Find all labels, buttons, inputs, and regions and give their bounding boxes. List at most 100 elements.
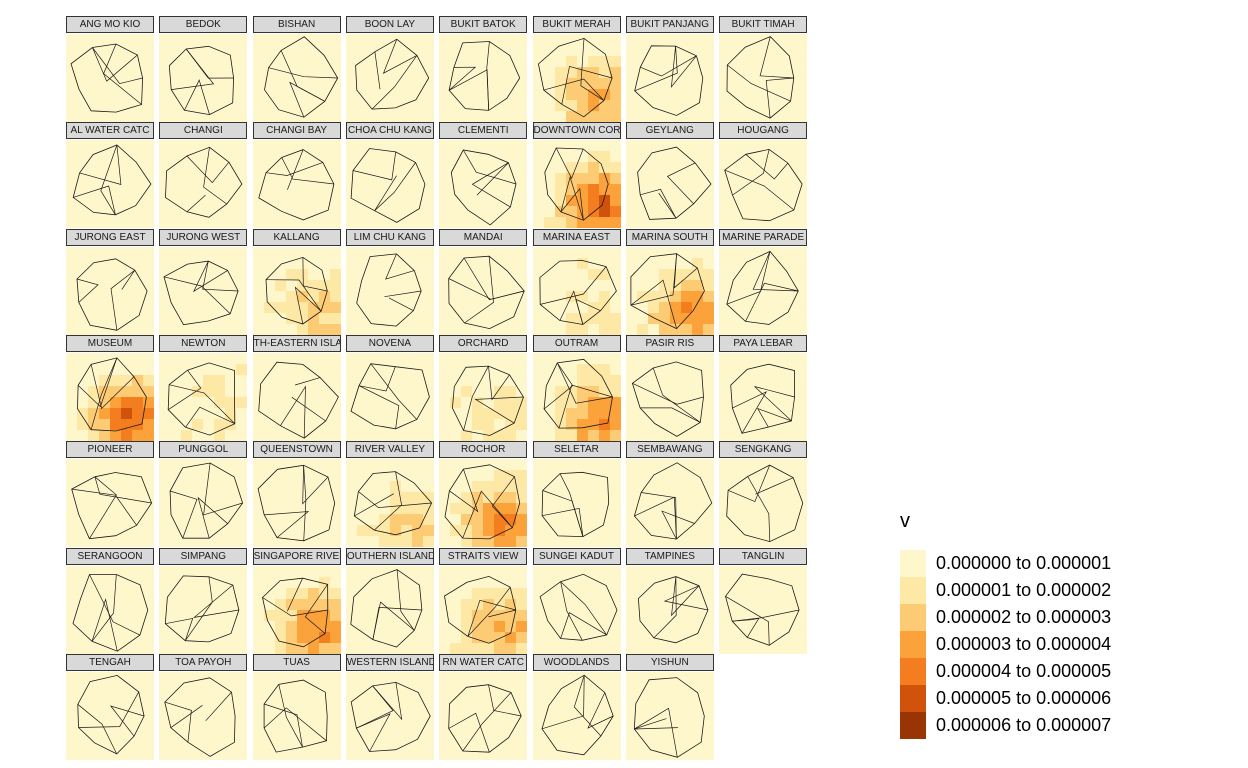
choropleth-map xyxy=(252,34,341,122)
density-cell xyxy=(576,162,588,174)
density-cell xyxy=(274,671,286,684)
density-cell xyxy=(472,312,484,324)
density-cell xyxy=(587,704,599,717)
density-cell xyxy=(192,470,204,482)
density-cell xyxy=(170,162,182,174)
density-cell xyxy=(181,56,193,68)
density-cell xyxy=(554,715,566,728)
density-cell xyxy=(274,323,286,335)
density-cell xyxy=(356,748,369,760)
density-cell xyxy=(378,609,391,621)
density-cell xyxy=(132,45,144,57)
density-cell xyxy=(318,45,330,57)
density-cell xyxy=(411,407,424,420)
density-cell xyxy=(225,565,237,577)
density-cell xyxy=(367,576,380,588)
density-cell xyxy=(236,290,248,302)
density-cell xyxy=(121,429,133,441)
density-cell xyxy=(181,737,193,750)
facet-strip-label: STRAITS VIEW xyxy=(439,547,528,565)
density-cell xyxy=(170,459,182,471)
density-cell xyxy=(110,609,122,621)
density-cell xyxy=(702,407,714,420)
density-cell xyxy=(625,514,638,526)
density-cell xyxy=(719,407,731,420)
density-cell xyxy=(225,609,237,621)
area-boundary xyxy=(164,677,236,757)
facet-strip-label: BOON LAY xyxy=(345,16,434,33)
density-cell xyxy=(636,312,649,324)
density-cell xyxy=(669,100,682,112)
density-cell xyxy=(411,737,424,750)
density-cell xyxy=(636,715,649,728)
density-cell xyxy=(170,576,182,588)
density-cell xyxy=(307,56,319,68)
density-cell xyxy=(565,140,577,152)
density-cell xyxy=(88,620,100,632)
density-cell xyxy=(389,704,402,717)
density-cell xyxy=(110,726,122,739)
density-cell xyxy=(565,704,577,717)
density-cell xyxy=(796,312,808,324)
density-cell xyxy=(329,620,341,632)
density-cell xyxy=(159,363,171,376)
subzone-boundary xyxy=(673,253,698,289)
density-cell xyxy=(543,217,555,229)
subzone-boundary xyxy=(91,597,118,651)
density-cell xyxy=(609,151,621,163)
density-cell xyxy=(565,609,577,621)
density-cell xyxy=(741,525,753,537)
density-cell xyxy=(329,217,341,229)
density-cell xyxy=(285,374,297,387)
density-cell xyxy=(598,748,610,760)
density-cell xyxy=(252,620,264,632)
density-cell xyxy=(669,396,682,409)
subzone-boundary xyxy=(372,682,403,721)
density-cell xyxy=(88,598,100,610)
density-cell xyxy=(121,748,133,760)
density-cell xyxy=(598,246,610,258)
density-cell xyxy=(450,576,462,588)
density-cell xyxy=(450,151,462,163)
density-cell xyxy=(422,268,434,280)
density-cell xyxy=(576,609,588,621)
density-cell xyxy=(367,363,380,376)
density-cell xyxy=(110,429,122,441)
density-cell xyxy=(143,352,154,365)
density-cell xyxy=(702,67,714,79)
facet-strip-label: SELETAR xyxy=(532,441,621,459)
density-cell xyxy=(576,642,588,654)
density-cell xyxy=(763,312,775,324)
density-cell xyxy=(505,151,517,163)
density-cell xyxy=(252,682,264,695)
density-cell xyxy=(236,470,248,482)
density-cell xyxy=(576,470,588,482)
density-cell xyxy=(367,301,380,313)
density-cell xyxy=(143,598,154,610)
density-cell xyxy=(461,704,473,717)
density-cell xyxy=(719,396,731,409)
density-cell xyxy=(669,268,682,280)
density-cell xyxy=(263,407,275,420)
density-cell xyxy=(181,173,193,185)
density-cell xyxy=(461,279,473,291)
density-cell xyxy=(763,89,775,101)
density-cell xyxy=(236,748,248,760)
density-cell xyxy=(658,682,671,695)
density-cell xyxy=(318,279,330,291)
density-cell xyxy=(329,536,341,548)
density-cell xyxy=(170,290,182,302)
density-cell xyxy=(483,671,495,684)
density-cell xyxy=(378,162,391,174)
density-cell xyxy=(543,609,555,621)
density-cell xyxy=(66,407,78,420)
density-cell xyxy=(658,184,671,196)
density-cell xyxy=(170,151,182,163)
density-cell xyxy=(99,173,111,185)
density-cell xyxy=(450,352,462,365)
density-cell xyxy=(691,140,704,152)
density-cell xyxy=(274,290,286,302)
density-cell xyxy=(691,671,704,684)
density-cell xyxy=(110,257,122,269)
density-cell xyxy=(565,162,577,174)
